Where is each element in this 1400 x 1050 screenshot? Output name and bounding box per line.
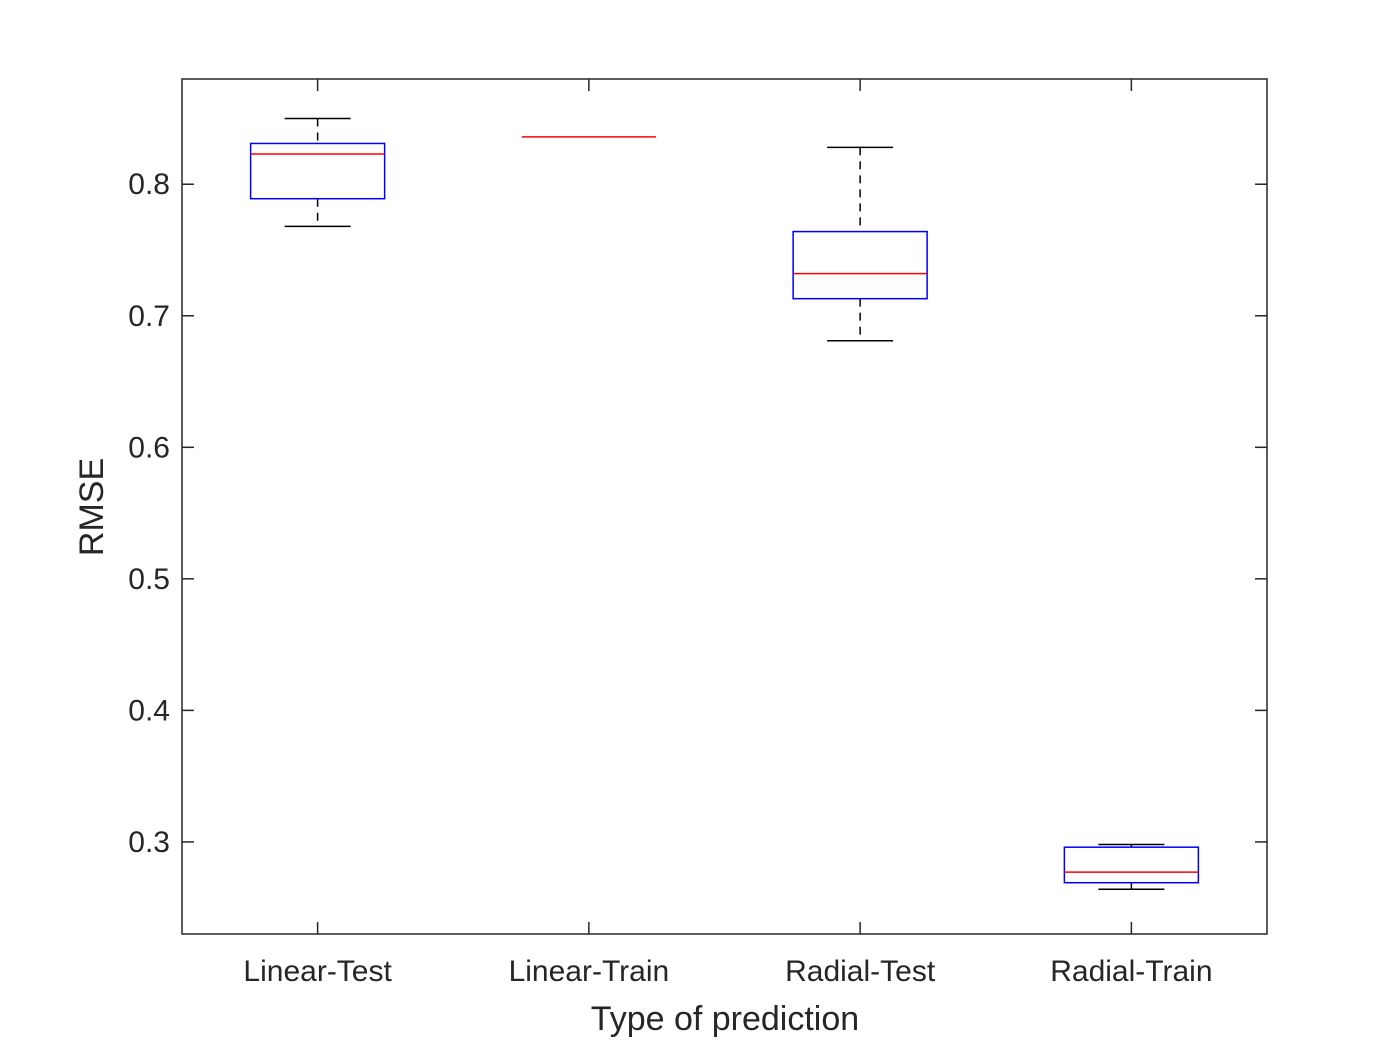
iqr-box xyxy=(1063,846,1200,884)
axes-frame xyxy=(181,78,1268,935)
y-tick-label: 0.5 xyxy=(128,563,170,596)
y-tick-label: 0.7 xyxy=(128,300,170,333)
box-linear-test xyxy=(249,117,386,228)
y-tick-label: 0.8 xyxy=(128,168,170,201)
plot-area xyxy=(249,117,1200,891)
y-tick-label: 0.3 xyxy=(128,826,170,859)
x-tick-label: Radial-Train xyxy=(1050,955,1212,988)
iqr-box xyxy=(249,142,386,200)
x-tick-label: Linear-Train xyxy=(509,955,670,988)
y-tick-label: 0.4 xyxy=(128,694,170,727)
x-tick-label: Linear-Test xyxy=(243,955,392,988)
y-tick-label: 0.6 xyxy=(128,431,170,464)
axes: 0.3 0.4 0.5 0.6 0.7 0.8 Linear-Test Linear-Trai… xyxy=(128,78,1268,988)
x-axis-label: Type of prediction xyxy=(591,1000,859,1038)
box-radial-test xyxy=(792,146,928,342)
iqr-box xyxy=(792,230,928,300)
box-radial-train xyxy=(1063,843,1200,891)
y-axis-label: RMSE xyxy=(73,458,111,556)
x-tick-label: Radial-Test xyxy=(785,955,936,988)
